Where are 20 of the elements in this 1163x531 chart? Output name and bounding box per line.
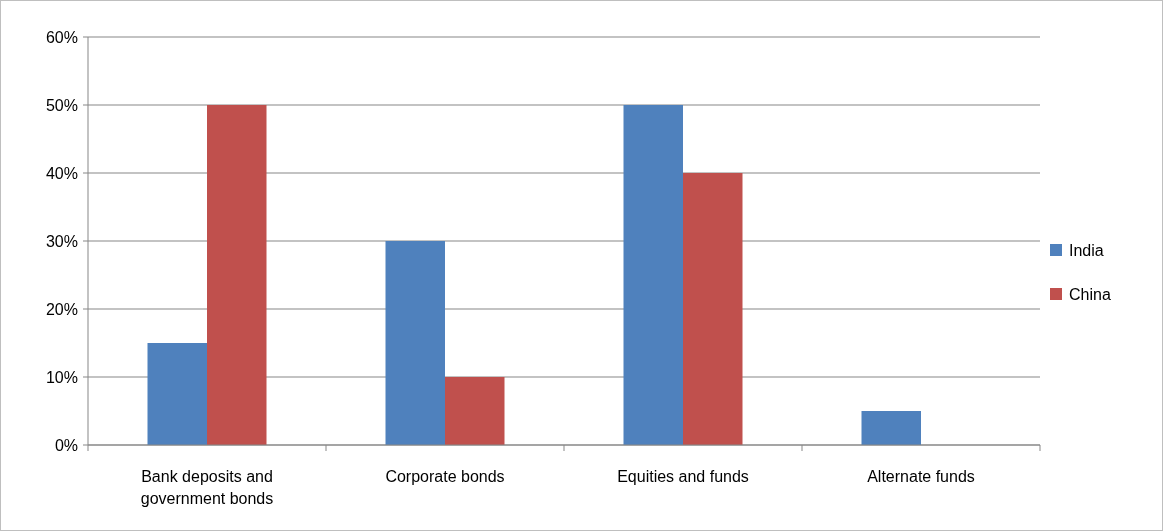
bar (683, 173, 743, 445)
y-tick-label: 0% (54, 436, 78, 454)
bar (861, 411, 921, 445)
bar (207, 105, 267, 445)
y-tick-label: 30% (45, 232, 78, 250)
bar (623, 105, 683, 445)
x-tick-label: Corporate bonds (385, 468, 505, 485)
y-tick-label: 10% (45, 368, 78, 386)
bar (445, 377, 505, 445)
y-tick-label: 20% (45, 300, 78, 318)
x-tick-label: Alternate funds (867, 468, 975, 485)
y-tick-label: 60% (45, 28, 78, 46)
x-tick-label: Bank deposits and government bonds (140, 468, 274, 507)
legend-label: India (1069, 241, 1104, 259)
bar (385, 241, 445, 445)
bar (147, 343, 207, 445)
legend-label: China (1069, 285, 1111, 303)
x-tick-label: Equities and funds (617, 468, 749, 485)
y-tick-label: 40% (45, 164, 78, 182)
y-tick-label: 50% (45, 96, 78, 114)
